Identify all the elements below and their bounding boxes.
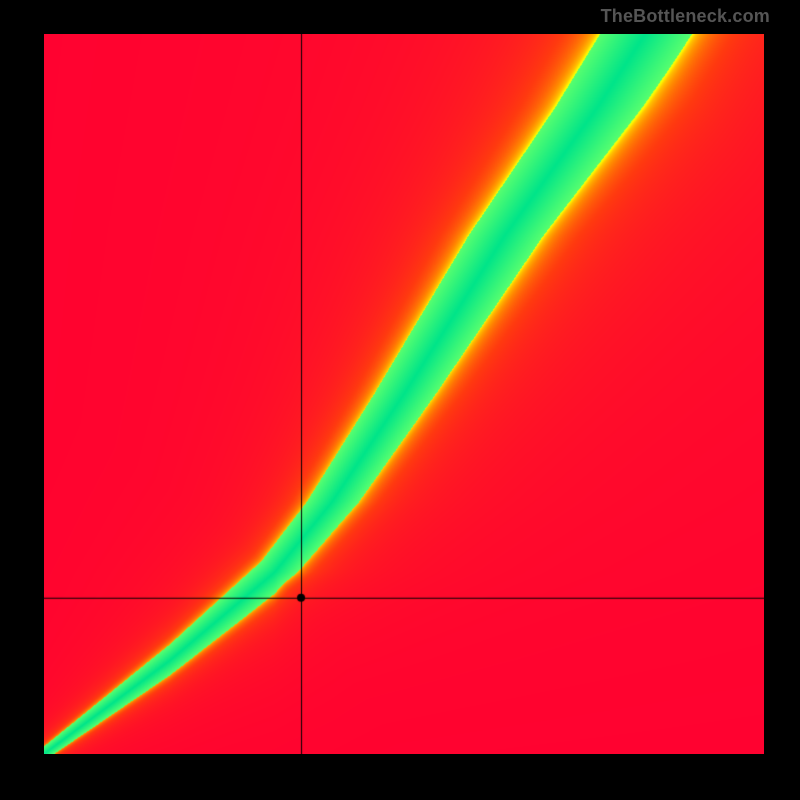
plot-area: [44, 34, 764, 754]
watermark-text: TheBottleneck.com: [601, 6, 770, 27]
heatmap-canvas: [44, 34, 764, 754]
